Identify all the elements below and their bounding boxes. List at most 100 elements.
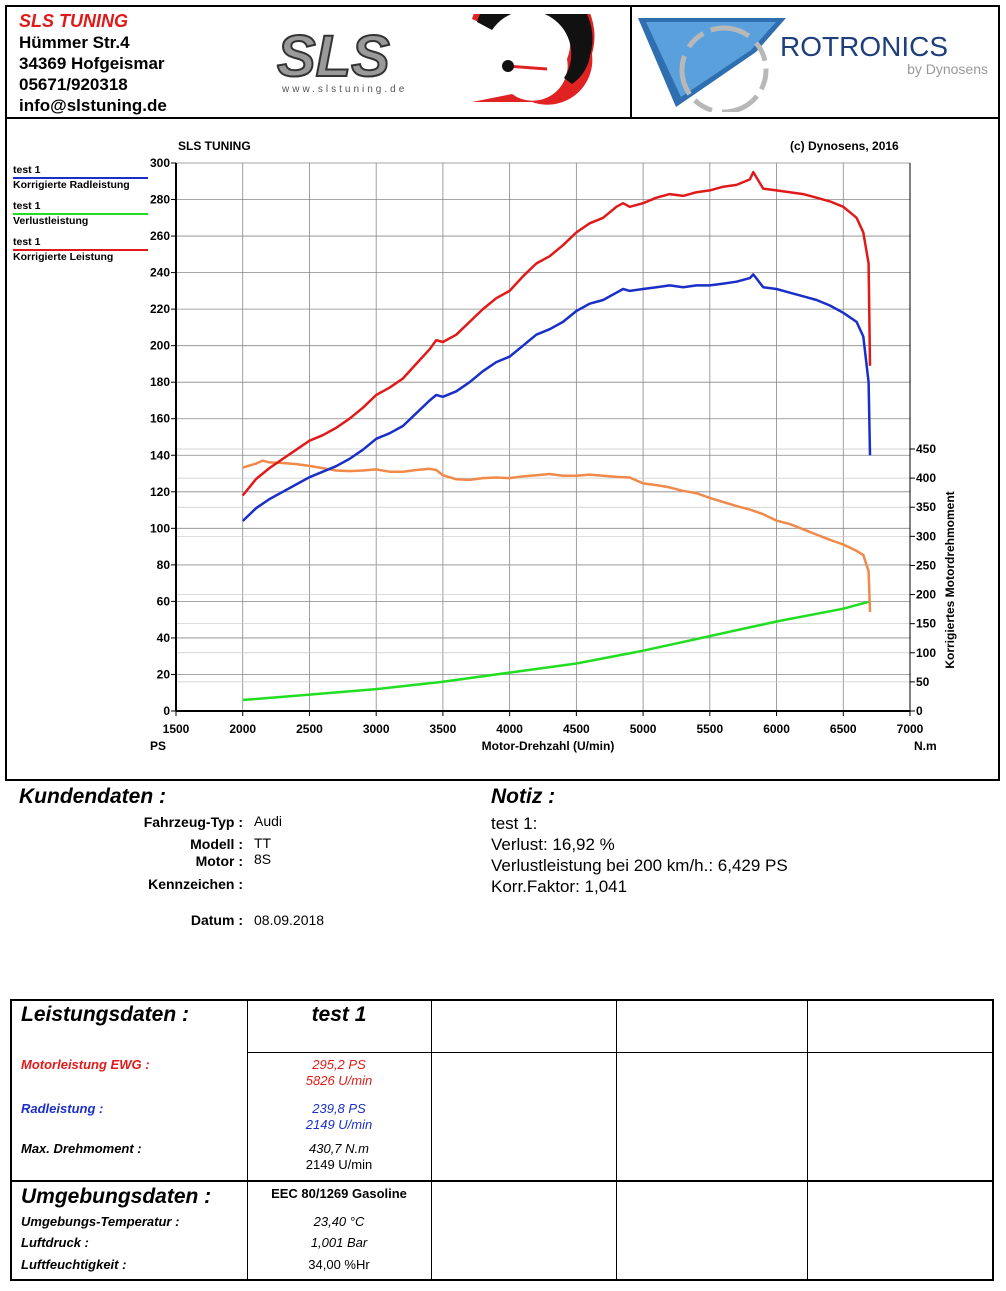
company-city: 34369 Hofgeismar: [19, 54, 165, 73]
x-unit-ps: PS: [150, 739, 166, 753]
x-tick-label: 4000: [496, 722, 523, 736]
radleistung-value: 239,8 PS 2149 U/min: [247, 1101, 431, 1133]
x-tick-label: 5000: [630, 722, 657, 736]
y-left-tick-label: 80: [157, 558, 171, 572]
x-tick-label: 6000: [763, 722, 790, 736]
drehmoment-rpm: 2149 U/min: [305, 1157, 373, 1172]
motor-value: 8S: [254, 851, 272, 867]
fahrzeug-label: Fahrzeug-Typ :: [143, 814, 243, 830]
legend-swatch-red: [13, 249, 148, 251]
legend-swatch-blue: [13, 177, 148, 179]
y-left-tick-label: 140: [150, 448, 170, 462]
temp-label: Umgebungs-Temperatur :: [21, 1214, 180, 1229]
notiz-line: Verlust: 16,92 %: [491, 835, 615, 854]
y-right-tick-label: 0: [916, 704, 923, 718]
table-vline: [807, 999, 808, 1281]
x-axis-label: Motor-Drehzahl (U/min): [482, 739, 615, 753]
y-right-tick-label: 250: [916, 558, 936, 572]
rotronics-logo-text: ROTRONICS: [780, 31, 948, 62]
x-tick-label: 7000: [897, 722, 924, 736]
chart-copyright: (c) Dynosens, 2016: [790, 139, 899, 153]
series-line-verlustleistung: [242, 600, 871, 702]
legend-run: test 1: [13, 200, 41, 212]
y-left-tick-label: 180: [150, 375, 170, 389]
notiz-title: Notiz :: [491, 785, 556, 808]
legend-item-verlust: test 1 Verlustleistung: [13, 201, 148, 237]
legend-item-radleistung: test 1 Korrigierte Radleistung: [13, 165, 148, 201]
norm-value: EEC 80/1269 Gasoline: [271, 1186, 407, 1201]
rotronics-logo-sub: by Dynosens: [907, 61, 988, 77]
feuchte-value: 34,00 %Hr: [308, 1257, 370, 1272]
leistung-title: Leistungsdaten :: [21, 1003, 190, 1026]
motorleistung-label: Motorleistung EWG :: [21, 1057, 150, 1072]
run-name: test 1: [311, 1003, 367, 1026]
sls-logo: SLS www.slstuning.de: [276, 14, 595, 105]
y-left-tick-label: 200: [150, 339, 170, 353]
datum-label: Datum :: [190, 912, 243, 928]
legend-run: test 1: [13, 236, 41, 248]
kennzeichen-label: Kennzeichen :: [148, 876, 243, 892]
x-tick-label: 5500: [696, 722, 723, 736]
x-tick-label: 4500: [563, 722, 590, 736]
y-left-tick-label: 220: [150, 302, 170, 316]
y-left-tick-label: 0: [163, 704, 170, 718]
company-address-block: SLS TUNING Hümmer Str.4 34369 Hofgeismar…: [19, 11, 167, 116]
radleistung-label: Radleistung :: [21, 1101, 104, 1116]
y-left-tick-label: 40: [157, 631, 171, 645]
druck-value: 1,001 Bar: [310, 1235, 368, 1250]
x-unit-nm: N.m: [914, 739, 937, 753]
table-vline: [247, 999, 248, 1281]
sls-logo-text: SLS: [277, 24, 390, 89]
sls-logo-url: www.slstuning.de: [281, 84, 407, 95]
table-vline: [431, 999, 432, 1281]
drehmoment-nm: 430,7 N.m: [309, 1141, 369, 1156]
table-hline: [10, 1180, 994, 1182]
motorleistung-rpm: 5826 U/min: [305, 1073, 373, 1088]
feuchte-label: Luftfeuchtigkeit :: [21, 1257, 127, 1272]
x-tick-label: 3000: [363, 722, 390, 736]
y-left-tick-label: 240: [150, 266, 170, 280]
y-right-tick-label: 400: [916, 471, 936, 485]
y-left-tick-label: 60: [157, 594, 171, 608]
legend-swatch-green: [13, 213, 148, 215]
series-line-korrigiertes-motordrehmoment: [242, 459, 872, 613]
y-left-tick-label: 260: [150, 229, 170, 243]
y-right-tick-label: 350: [916, 500, 936, 514]
y-right-tick-label: 300: [916, 529, 936, 543]
drehmoment-label: Max. Drehmoment :: [21, 1141, 142, 1156]
header-divider: [630, 5, 632, 119]
y-right-tick-label: 200: [916, 588, 936, 602]
y-right-tick-label: 50: [916, 675, 930, 689]
table-vline: [616, 999, 617, 1281]
x-tick-label: 3500: [430, 722, 457, 736]
chart-frame: [5, 119, 1000, 781]
temp-value: 23,40 °C: [313, 1214, 365, 1229]
drehmoment-value: 430,7 N.m 2149 U/min: [247, 1141, 431, 1173]
datum-value: 08.09.2018: [254, 912, 325, 928]
perf-table-frame: [10, 999, 994, 1281]
y-right-axis-label: Korrigiertes Motordrehmoment: [943, 491, 957, 668]
y-left-tick-label: 280: [150, 193, 170, 207]
dyno-chart: 1500 2000 2500 3000 3500 4000 4500 5000 5500 6000…: [150, 156, 957, 753]
notiz-block: test 1: Verlust: 16,92 % Verlustleistung…: [491, 813, 788, 897]
x-tick-label: 2500: [296, 722, 323, 736]
rotronics-logo: ROTRONICS by Dynosens: [638, 18, 988, 112]
chart-title: SLS TUNING: [178, 139, 251, 153]
company-email: info@slstuning.de: [19, 96, 167, 115]
radleistung-rpm: 2149 U/min: [305, 1117, 373, 1132]
chart-legend: test 1 Korrigierte Radleistung test 1 Ve…: [13, 165, 148, 273]
company-phone: 05671/920318: [19, 75, 128, 94]
legend-label: Korrigierte Leistung: [13, 251, 114, 263]
modell-value: TT: [254, 835, 272, 851]
series-line-korrigierte-radleistung: [241, 273, 872, 522]
x-tick-label: 1500: [163, 722, 190, 736]
legend-run: test 1: [13, 164, 41, 176]
y-left-tick-label: 300: [150, 156, 170, 170]
y-right-tick-label: 100: [916, 646, 936, 660]
motor-label: Motor :: [195, 853, 243, 869]
x-tick-label: 2000: [229, 722, 256, 736]
x-tick-label: 6500: [830, 722, 857, 736]
y-right-tick-label: 450: [916, 442, 936, 456]
y-left-tick-label: 20: [157, 667, 171, 681]
notiz-line: test 1:: [491, 814, 538, 833]
